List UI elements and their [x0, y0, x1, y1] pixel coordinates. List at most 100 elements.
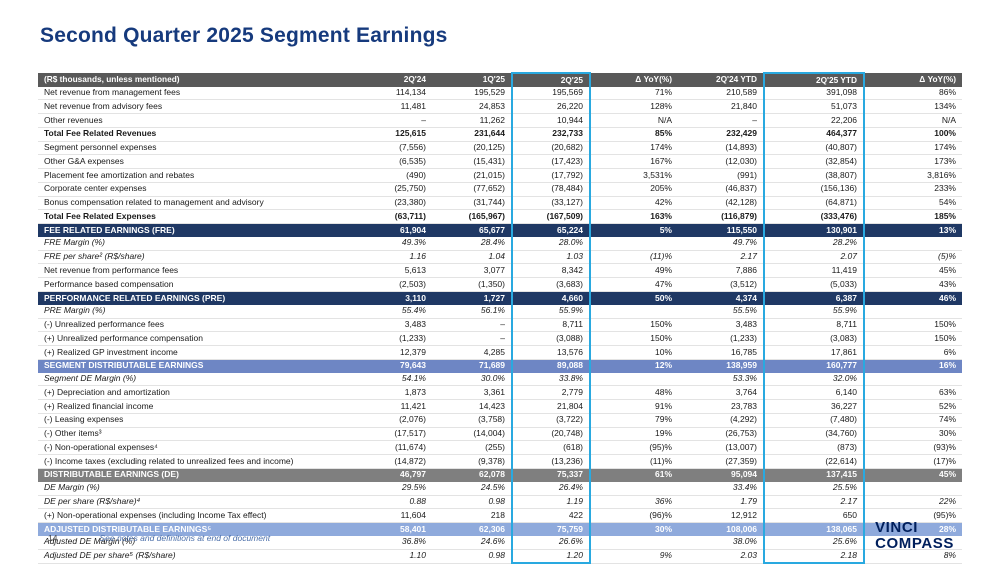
cell-value: 62,078: [432, 468, 512, 482]
cell-value: (333,476): [763, 209, 865, 225]
table-row: Other G&A expenses (6,535) (15,431) (17,423…: [38, 154, 962, 170]
cell-value: 33.8%: [511, 372, 591, 387]
cell-value: (14,872): [356, 454, 432, 469]
footer: 14 See notes and definitions at end of d…: [48, 533, 270, 543]
table-row: (-) Unrealized performance fees 3,483–8,7…: [38, 318, 962, 333]
cell-value: 0.98: [432, 549, 512, 564]
footnote: See notes and definitions at end of docu…: [99, 533, 271, 543]
header-row: (R$ thousands, unless mentioned) 2Q'24 1Q'…: [38, 72, 962, 87]
logo-line-1: VINCI: [875, 519, 919, 537]
cell-value: (255): [432, 440, 512, 456]
cell-value: (25,750): [356, 182, 432, 197]
cell-value: 231,644: [432, 126, 512, 142]
cell-value: 38.0%: [678, 535, 764, 550]
table-row: Corporate center expenses (25,750) (77,652…: [38, 182, 962, 197]
cell-value: 79,643: [356, 359, 432, 373]
page-number: 14: [48, 533, 58, 543]
cell-value: 55.9%: [763, 304, 865, 319]
cell-value: 21,840: [678, 99, 764, 115]
page-title: Second Quarter 2025 Segment Earnings: [40, 24, 448, 47]
cell-value: 422: [511, 508, 591, 524]
table-row: (+) Non-operational expenses (including …: [38, 508, 962, 524]
table-row: Segment DE Margin (%) 54.1% 30.0% 33.8% 53.3…: [38, 372, 962, 387]
table-row: DISTRIBUTABLE EARNINGS (DE) 46,797 62,078 7…: [38, 468, 962, 482]
cell-value: 12,912: [678, 508, 764, 524]
cell-value: 3,483: [678, 318, 764, 333]
row-label: Net revenue from advisory fees: [38, 99, 356, 115]
cell-value: 160,777: [763, 359, 865, 373]
row-label: (+) Depreciation and amortization: [38, 385, 356, 401]
cell-value: (15,431): [432, 154, 512, 170]
cell-value: 95,094: [678, 468, 764, 482]
cell-value: 61,904: [356, 223, 432, 237]
cell-value: 28%: [864, 522, 962, 536]
cell-value: 25.6%: [763, 535, 865, 550]
row-label: (-) Non-operational expenses⁴: [38, 440, 356, 456]
cell-value: 32.0%: [763, 372, 865, 387]
table-row: (-) Leasing expenses (2,076) (3,758) (3,722…: [38, 413, 962, 428]
cell-value: 48%: [590, 385, 678, 401]
cell-value: 85%: [590, 126, 678, 142]
cell-value: 47%: [590, 277, 678, 293]
logo-line-2: COMPASS: [875, 534, 954, 552]
cell-value: 29.5%: [356, 481, 432, 496]
cell-value: 61%: [590, 468, 678, 482]
cell-value: 28.4%: [432, 236, 512, 251]
cell-value: (14,004): [432, 427, 512, 442]
cell-value: (6,535): [356, 154, 432, 170]
cell-value: 185%: [864, 209, 962, 225]
cell-value: 174%: [864, 141, 962, 156]
cell-value: 391,098: [763, 86, 865, 101]
cell-value: (20,682): [511, 141, 591, 156]
cell-value: 63%: [864, 385, 962, 401]
cell-value: 1,727: [432, 291, 512, 305]
cell-value: 13,576: [511, 345, 591, 360]
cell-value: 65,224: [511, 223, 591, 237]
cell-value: (38,807): [763, 168, 865, 183]
cell-value: [864, 481, 962, 496]
cell-value: N/A: [590, 113, 678, 128]
cell-value: 89,088: [511, 359, 591, 373]
cell-value: (17,792): [511, 168, 591, 183]
cell-value: 3,361: [432, 385, 512, 401]
row-label: Total Fee Related Revenues: [38, 126, 356, 142]
cell-value: 12%: [590, 359, 678, 373]
table-row: Total Fee Related Expenses (63,711) (165,9…: [38, 209, 962, 225]
table-row: ADJUSTED DISTRIBUTABLE EARNINGS⁵ 58,401 62…: [38, 522, 962, 536]
table-row: FRE Margin (%) 49.3% 28.4% 28.0% 49.7% 28.2%: [38, 236, 962, 251]
cell-value: 4,285: [432, 345, 512, 360]
cell-value: 173%: [864, 154, 962, 170]
cell-value: 137,415: [763, 468, 865, 482]
cell-value: (23,380): [356, 196, 432, 211]
cell-value: 1.79: [678, 495, 764, 510]
table-row: Net revenue from advisory fees 11,481 24,8…: [38, 99, 962, 115]
row-label: DISTRIBUTABLE EARNINGS (DE): [38, 468, 356, 482]
cell-value: (64,871): [763, 196, 865, 211]
cell-value: 36,227: [763, 399, 865, 414]
table-row: (+) Realized financial income 11,421 14,42…: [38, 399, 962, 414]
cell-value: (42,128): [678, 196, 764, 211]
cell-value: 128%: [590, 99, 678, 115]
cell-value: (63,711): [356, 209, 432, 225]
cell-value: [590, 481, 678, 496]
cell-value: [590, 372, 678, 387]
cell-value: 10,944: [511, 113, 591, 128]
cell-value: 3,483: [356, 318, 432, 333]
cell-value: 2.17: [763, 495, 865, 510]
cell-value: (116,879): [678, 209, 764, 225]
cell-value: (17,423): [511, 154, 591, 170]
cell-value: 3,816%: [864, 168, 962, 183]
row-label: Adjusted DE Margin (%): [38, 535, 356, 550]
row-label: Bonus compensation related to management…: [38, 196, 356, 211]
cell-value: 2.03: [678, 549, 764, 564]
row-label: (+) Realized GP investment income: [38, 345, 356, 360]
row-label: (-) Unrealized performance fees: [38, 318, 356, 333]
cell-value: 56.1%: [432, 304, 512, 319]
row-label: (-) Income taxes (excluding related to u…: [38, 454, 356, 469]
cell-value: 28.0%: [511, 236, 591, 251]
cell-value: 36%: [590, 495, 678, 510]
cell-value: (21,015): [432, 168, 512, 183]
table-header: (R$ thousands, unless mentioned) 2Q'24 1Q'…: [38, 72, 962, 87]
cell-value: –: [432, 331, 512, 347]
cell-value: 2,779: [511, 385, 591, 401]
